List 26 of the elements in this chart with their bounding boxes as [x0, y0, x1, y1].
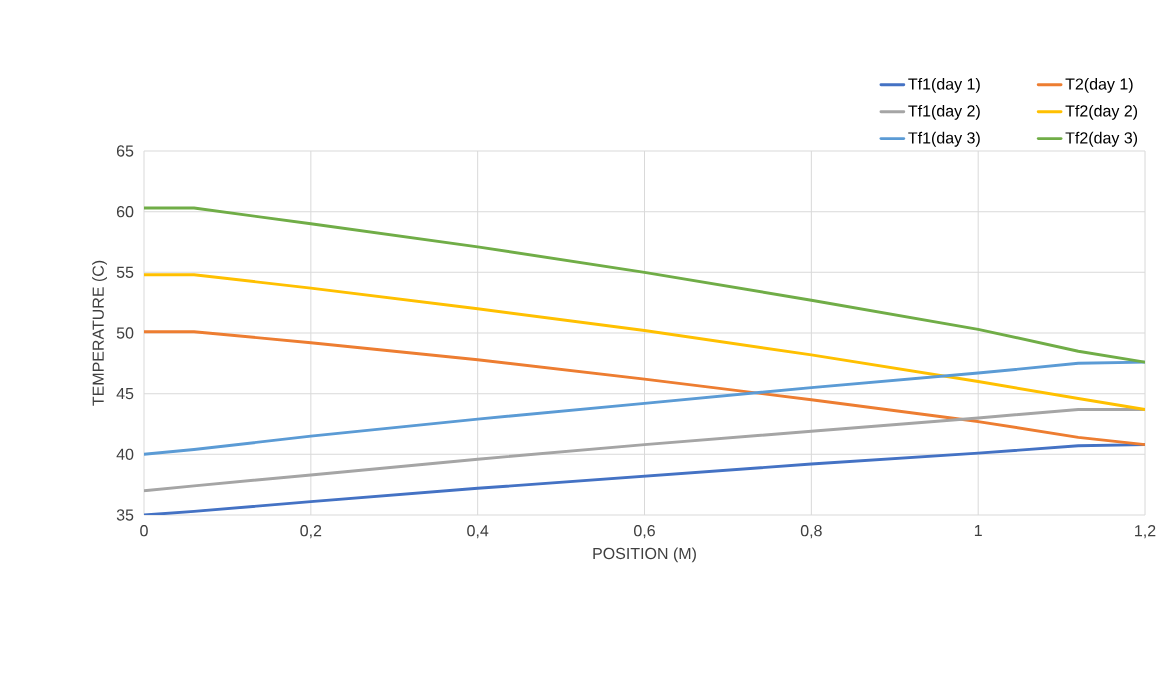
legend-label: Tf1(day 3) [908, 131, 980, 147]
x-tick-label: 1 [974, 525, 982, 537]
legend-label: Tf2(day 3) [1065, 131, 1138, 147]
line-series [144, 206, 1146, 364]
x-tick-label: 0,4 [467, 525, 489, 539]
y-tick-label: 60 [116, 206, 134, 218]
legend-label: T2(day 1) [1065, 77, 1133, 93]
y-tick-label: 55 [116, 266, 134, 278]
y-tick-label: 45 [116, 388, 134, 400]
line-series [144, 273, 1146, 411]
line-series [144, 360, 1146, 456]
y-axis-title: TEMPERATURE (C) [92, 260, 107, 406]
x-tick-label: 1,2 [1135, 525, 1156, 539]
x-tick-label: 0 [140, 525, 148, 537]
y-tick-label: 50 [116, 327, 134, 339]
legend-label: Tf1(day 2) [908, 104, 980, 120]
x-axis-title: POSITION (M) [593, 547, 696, 563]
legend-label: Tf1(day 1) [908, 77, 980, 93]
y-tick-label: 40 [116, 448, 134, 460]
x-tick-label: 0,2 [300, 525, 322, 539]
x-tick-label: 0,6 [634, 525, 655, 539]
line-series [144, 330, 1146, 447]
y-tick-label: 35 [116, 509, 134, 521]
x-tick-label: 0,8 [800, 525, 822, 539]
legend-label: Tf2(day 2) [1065, 104, 1138, 120]
y-tick-label: 65 [116, 145, 134, 157]
